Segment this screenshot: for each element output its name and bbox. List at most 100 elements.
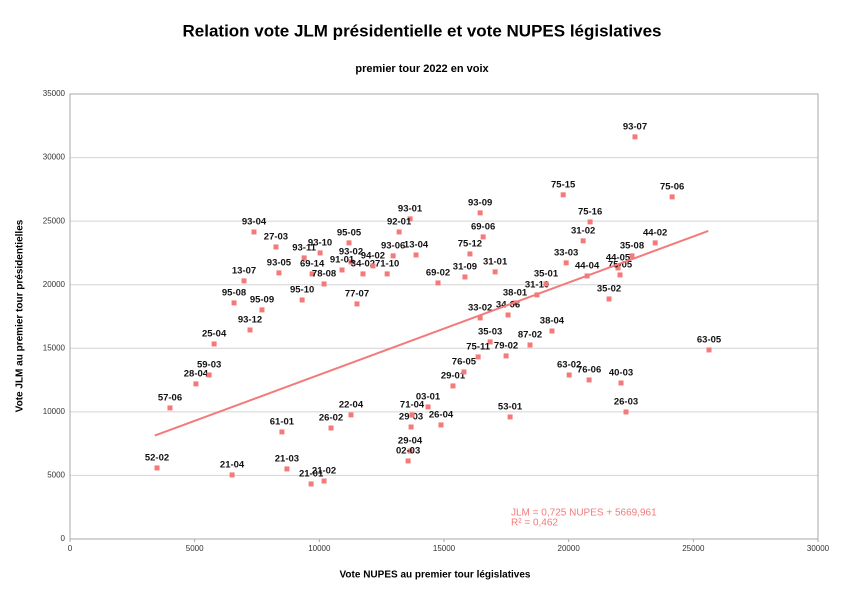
point bbox=[566, 372, 572, 378]
x-tick-label: 0 bbox=[68, 544, 73, 553]
point bbox=[425, 404, 431, 410]
point bbox=[467, 251, 473, 257]
point-label: 26-02 bbox=[319, 413, 343, 424]
point-label: 13-07 bbox=[232, 265, 256, 276]
point-label: 13-04 bbox=[404, 239, 429, 250]
point-label: 26-03 bbox=[614, 396, 638, 407]
point bbox=[251, 229, 257, 235]
point bbox=[587, 219, 593, 225]
point bbox=[317, 250, 323, 256]
plot-border bbox=[69, 93, 819, 540]
x-tick-label: 10000 bbox=[308, 544, 331, 553]
point-label: 93-06 bbox=[381, 240, 405, 251]
point-label: 44-02 bbox=[643, 227, 667, 238]
x-axis-label: Vote NUPES au premier tour législatives bbox=[340, 570, 531, 581]
point-label: 76-05 bbox=[452, 356, 477, 367]
point-label: 31-10 bbox=[525, 279, 549, 290]
point-label: 75-05 bbox=[608, 259, 633, 270]
point bbox=[563, 260, 569, 266]
point-label: 52-02 bbox=[145, 452, 169, 463]
point bbox=[503, 353, 509, 359]
point-label: 33-03 bbox=[554, 247, 578, 258]
point-label: 77-07 bbox=[345, 288, 369, 299]
point-label: 21-03 bbox=[275, 453, 299, 464]
point-label: 38-01 bbox=[503, 287, 528, 298]
trendline-r2: R² = 0,462 bbox=[511, 518, 558, 529]
point bbox=[461, 369, 467, 375]
x-tick-label: 25000 bbox=[682, 544, 705, 553]
point bbox=[505, 312, 511, 318]
point-label: 71-10 bbox=[375, 258, 399, 269]
point bbox=[167, 405, 173, 411]
point bbox=[652, 240, 658, 246]
point bbox=[348, 412, 354, 418]
point-label: 92-01 bbox=[387, 216, 412, 227]
point bbox=[328, 425, 334, 431]
marks: 93-07 75-06 75-15 75-16 44-02 31-02 35-08 33-03… bbox=[145, 121, 722, 528]
point-label: 35-01 bbox=[534, 268, 559, 279]
point bbox=[413, 252, 419, 258]
point-label: 25-04 bbox=[202, 328, 227, 339]
point-label: 63-05 bbox=[697, 334, 722, 345]
point-label: 69-14 bbox=[300, 258, 325, 269]
point-label: 59-03 bbox=[197, 360, 221, 371]
point-label: 93-10 bbox=[308, 237, 332, 248]
point-label: 57-06 bbox=[158, 392, 182, 403]
point bbox=[360, 271, 366, 277]
point bbox=[396, 229, 402, 235]
point bbox=[279, 429, 285, 435]
y-tick-label: 25000 bbox=[43, 216, 66, 225]
point bbox=[617, 272, 623, 278]
point bbox=[339, 267, 345, 273]
y-tick-label: 10000 bbox=[43, 407, 66, 416]
point bbox=[154, 465, 160, 471]
point bbox=[632, 134, 638, 140]
x-tick-label: 20000 bbox=[558, 544, 581, 553]
point-label: 21-01 bbox=[299, 468, 324, 479]
point-label: 63-02 bbox=[557, 360, 581, 371]
point-label: 02-03 bbox=[396, 445, 420, 456]
point-label: 75-15 bbox=[551, 179, 576, 190]
point bbox=[390, 253, 396, 259]
point-label: 29-01 bbox=[441, 370, 466, 381]
point bbox=[527, 342, 533, 348]
y-tick-label: 5000 bbox=[47, 471, 65, 480]
point bbox=[273, 244, 279, 250]
point bbox=[560, 192, 566, 198]
point bbox=[229, 472, 235, 478]
point-label: 35-02 bbox=[597, 283, 621, 294]
point-label: 87-02 bbox=[518, 329, 542, 340]
point bbox=[586, 377, 592, 383]
point bbox=[407, 216, 413, 222]
point-label: 94-02 bbox=[361, 250, 385, 261]
point bbox=[308, 481, 314, 487]
point bbox=[606, 296, 612, 302]
point-label: 69-06 bbox=[471, 221, 495, 232]
point bbox=[543, 281, 549, 287]
x-tick-label: 5000 bbox=[186, 544, 204, 553]
point bbox=[354, 301, 360, 307]
point-label: 93-09 bbox=[468, 197, 492, 208]
point-label: 31-09 bbox=[453, 261, 477, 272]
point-label: 78-08 bbox=[312, 268, 336, 279]
point-label: 93-12 bbox=[238, 314, 262, 325]
point bbox=[450, 383, 456, 389]
point-label: 26-04 bbox=[429, 409, 454, 420]
point-label: 91-01 bbox=[330, 254, 355, 265]
trendline bbox=[154, 229, 709, 437]
point bbox=[492, 269, 498, 275]
point-label: 31-02 bbox=[571, 225, 595, 236]
point bbox=[477, 210, 483, 216]
point-label: 93-02 bbox=[339, 246, 363, 257]
point bbox=[211, 341, 217, 347]
point-label: 33-02 bbox=[468, 302, 492, 313]
point-label: 93-05 bbox=[267, 257, 292, 268]
y-tick-label: 35000 bbox=[43, 89, 66, 98]
point bbox=[284, 466, 290, 472]
point-label: 31-01 bbox=[483, 256, 508, 267]
y-tick-label: 20000 bbox=[43, 280, 66, 289]
point-label: 76-06 bbox=[577, 364, 601, 375]
point-label: 34-02 bbox=[351, 258, 375, 269]
